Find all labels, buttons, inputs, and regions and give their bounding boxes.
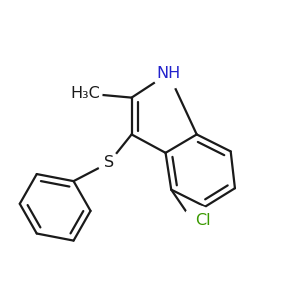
Circle shape: [183, 206, 213, 236]
Text: H₃C: H₃C: [70, 86, 100, 101]
Circle shape: [153, 58, 184, 89]
Circle shape: [98, 152, 120, 173]
Text: Cl: Cl: [195, 213, 211, 228]
Text: S: S: [104, 155, 114, 170]
Circle shape: [68, 76, 102, 110]
Text: NH: NH: [156, 66, 181, 81]
